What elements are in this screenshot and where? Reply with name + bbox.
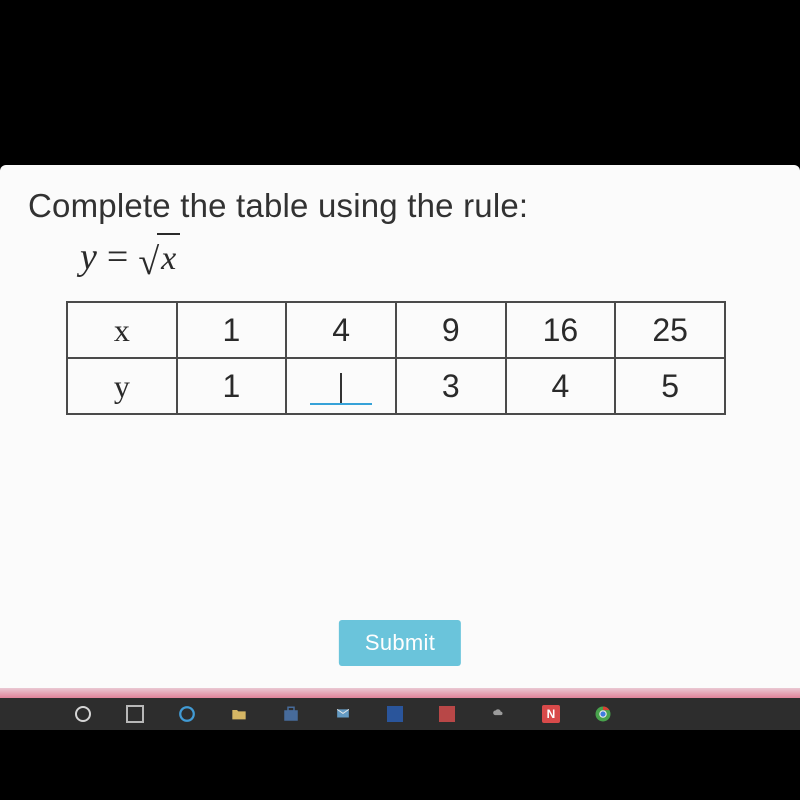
text-cursor-icon [340, 373, 342, 403]
word-icon[interactable] [386, 705, 404, 723]
equation-lhs: y [80, 235, 97, 279]
file-explorer-icon[interactable] [230, 705, 248, 723]
sqrt-symbol: √ x [138, 237, 182, 279]
row-label-x: x [67, 302, 177, 358]
cell-x-3: 16 [506, 302, 616, 358]
cell-y-0: 1 [177, 358, 287, 414]
cell-y-3: 4 [506, 358, 616, 414]
cloud-icon[interactable] [490, 705, 508, 723]
answer-underline [310, 403, 372, 405]
radicand-wrap: x [159, 235, 182, 279]
mail-icon[interactable] [334, 705, 352, 723]
windows-taskbar: N [0, 698, 800, 730]
cell-y-4: 5 [615, 358, 725, 414]
equation-equals: = [107, 235, 128, 279]
question-area: Complete the table using the rule: y = √… [0, 165, 800, 415]
cortana-circle-icon[interactable] [74, 705, 92, 723]
accent-bar [0, 688, 800, 698]
equation-rule: y = √ x [80, 235, 772, 279]
cell-x-1: 4 [286, 302, 396, 358]
data-table: x 1 4 9 16 25 y 1 3 4 5 [66, 301, 726, 415]
task-view-icon[interactable] [126, 705, 144, 723]
answer-input-cell[interactable] [286, 358, 396, 414]
table-row-y: y 1 3 4 5 [67, 358, 725, 414]
table-row-x: x 1 4 9 16 25 [67, 302, 725, 358]
chrome-icon[interactable] [594, 705, 612, 723]
app-red-icon[interactable] [438, 705, 456, 723]
cell-x-4: 25 [615, 302, 725, 358]
question-prompt: Complete the table using the rule: [28, 187, 772, 225]
cell-x-2: 9 [396, 302, 506, 358]
letter-n-icon[interactable]: N [542, 705, 560, 723]
submit-button[interactable]: Submit [339, 620, 461, 666]
edge-icon[interactable] [178, 705, 196, 723]
row-label-y: y [67, 358, 177, 414]
ms-store-icon[interactable] [282, 705, 300, 723]
equation-radicand: x [161, 240, 176, 277]
radical-icon: √ [138, 243, 159, 281]
cell-y-2: 3 [396, 358, 506, 414]
cell-x-0: 1 [177, 302, 287, 358]
app-window: Complete the table using the rule: y = √… [0, 165, 800, 730]
